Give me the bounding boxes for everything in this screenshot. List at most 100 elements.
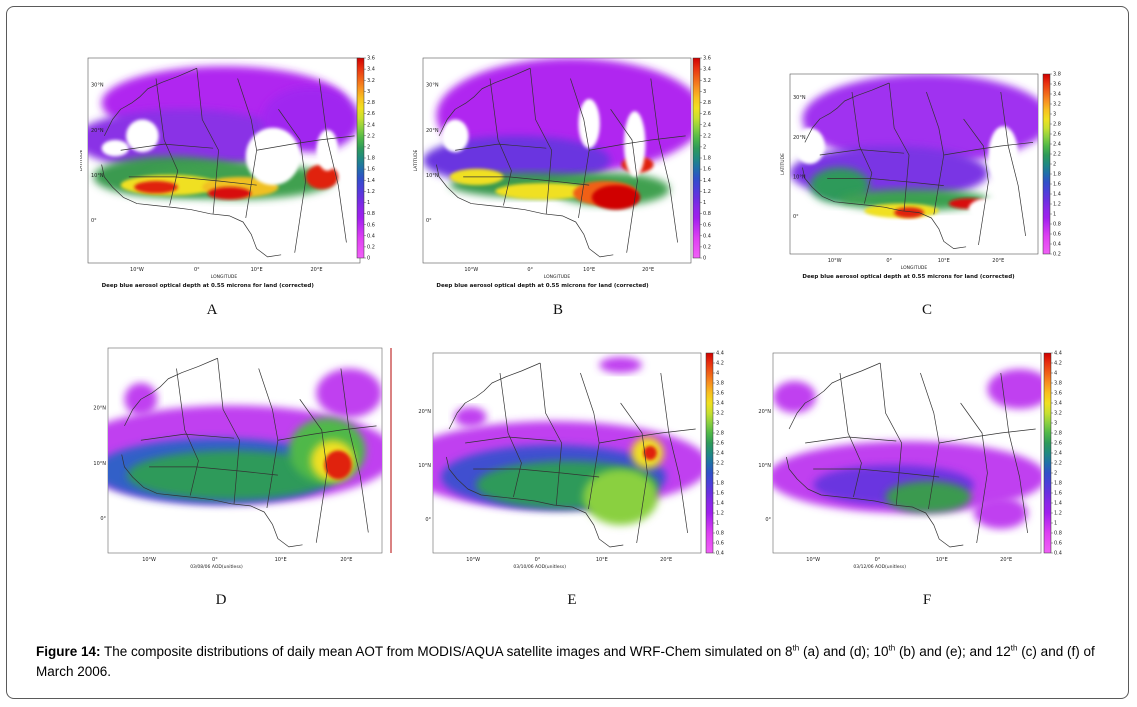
panel-f-colorbar-tick-label: 1 [1054, 521, 1057, 527]
panel-a-aod-region [126, 119, 159, 153]
panel-c-border-7 [1000, 91, 1026, 237]
panel-f-colorbar-tick-label: 2.6 [1054, 441, 1062, 447]
panel-a-coast-north [104, 67, 197, 137]
panel-f-lon-tick-label: 10°W [806, 557, 820, 563]
panel-f-border-4 [960, 402, 988, 544]
panel-f-border-5 [805, 436, 897, 444]
panel-a-lat-tick-label: 30°N [91, 83, 104, 89]
panel-a-map: 30°N 20°N 10°N 0° 10°W 0° 10°E 20°E LONGITUDE LAT… [80, 56, 375, 289]
panel-b-colorbar-tick-label: 0 [703, 256, 706, 262]
panel-a-lon-tick-label: 10°E [251, 267, 263, 273]
panel-f-aod-field [773, 362, 1041, 548]
panel-f-label: F [922, 592, 932, 608]
panel-f-border-1 [879, 362, 902, 506]
panel-f-borders [786, 362, 1036, 548]
caption-text-2: (a) and (d); 10 [799, 644, 889, 659]
panel-e-colorbar-tick-label: 1.4 [716, 501, 724, 507]
panel-a-colorbar-tick-label: 0.6 [367, 222, 375, 228]
panel-c-colorbar-tick-label: 3.4 [1053, 92, 1061, 98]
panel-f-colorbar-tick-label: 1.8 [1054, 481, 1062, 487]
panel-c-colorbar-tick-label: 0.2 [1053, 252, 1061, 258]
panel-e-border-5 [465, 436, 557, 444]
panel-b-colorbar-tick-label: 2.8 [703, 100, 711, 106]
caption-text-1: The composite distributions of daily mea… [100, 644, 793, 659]
panel-c-label: C [921, 302, 932, 318]
panel-f-colorbar-tick-label: 3 [1054, 421, 1057, 427]
panel-a-colorbar-tick-label: 2.8 [367, 100, 375, 106]
panel-e-colorbar-tick-label: 4.4 [716, 351, 724, 357]
panel-e-border-7 [660, 372, 688, 534]
panel-b-coast-north [438, 67, 531, 137]
panel-d-border-7 [340, 368, 369, 533]
panel-c-aod-region [894, 207, 924, 219]
panel-c-colorbar-tick-label: 2 [1053, 162, 1056, 168]
panel-f: 20°N 10°N 0° 10°W 0° 10°E 20°E 03/12/06 AOD(uni… [745, 345, 1065, 580]
panel-e-aod-region [599, 357, 643, 373]
panel-e-colorbar-tick-label: 3.6 [716, 391, 724, 397]
panel-f-footer: 03/12/06 AOD(unitless) [853, 564, 906, 570]
panel-b-borders [436, 67, 686, 258]
panel-c-lon-tick-label: 10°W [828, 258, 842, 264]
panel-c-border-1 [888, 82, 910, 211]
panel-c-lat-tick-label: 10°N [793, 174, 806, 180]
panel-c-borders [802, 82, 1034, 249]
panel-d-lon-tick-label: 10°E [275, 557, 287, 563]
panel-e-aod-region [583, 469, 659, 525]
panel-c-colorbar-tick-label: 3.2 [1053, 102, 1061, 108]
panel-b-aod-field [423, 58, 691, 258]
panel-f-border-0 [839, 372, 862, 498]
panel-a-colorbar-tick-label: 2.6 [367, 111, 375, 117]
panel-b-subtitle: Deep blue aerosol optical depth at 0.55 … [436, 283, 649, 289]
panel-a-borders [101, 67, 355, 258]
panel-d-border-0 [176, 368, 199, 496]
panel-d-border-6 [149, 466, 278, 476]
panel-c-border-2 [926, 91, 945, 215]
panel-c-colorbar-tick-label: 3 [1053, 112, 1056, 118]
panel-a-border-0 [155, 78, 179, 206]
panel-c-colorbar-tick-label: 0.4 [1053, 242, 1061, 248]
panel-e-lon-tick-label: 20°E [660, 557, 672, 563]
panel-d-border-5 [140, 433, 235, 441]
panel-d: 20°N 10°N 0° 10°W 0° 10°E 20°E 03/08/06 AOD(uni… [80, 345, 405, 580]
panel-e-colorbar-tick-label: 2.2 [716, 461, 724, 467]
panel-b-aod-region [624, 111, 646, 177]
panel-f-colorbar-tick-label: 0.4 [1054, 551, 1062, 557]
panel-c-subtitle: Deep blue aerosol optical depth at 0.55 … [802, 274, 1015, 280]
panel-f-coast-south [786, 456, 964, 548]
panel-d-aod-region [316, 368, 382, 418]
panel-e: 20°N 10°N 0° 10°W 0° 10°E 20°E 03/10/06 AOD(uni… [405, 345, 725, 580]
panel-a-colorbar-tick-label: 2 [367, 144, 370, 150]
panel-b-lon-tick-label: 20°E [642, 267, 654, 273]
panel-c-colorbar-tick-label: 1 [1053, 212, 1056, 218]
panel-b-colorbar-tick-label: 3.4 [703, 67, 711, 73]
panel-b-colorbar-tick-label: 2.4 [703, 122, 711, 128]
panel-e-aod-region [454, 407, 487, 427]
panel-c-aod-field [790, 74, 1038, 249]
panel-a-colorbar-tick-label: 1.2 [367, 189, 375, 195]
panel-a-colorbar-tick-label: 2.4 [367, 122, 375, 128]
panel-a-lat-tick-label: 0° [91, 218, 97, 224]
panel-e-borders [446, 362, 696, 548]
panel-a-aod-region [101, 140, 129, 157]
panel-a-label: A [206, 302, 218, 318]
panel-d-lat-tick-label: 10°N [93, 461, 106, 467]
panel-b-colorbar-tick-label: 2.6 [703, 111, 711, 117]
panel-b-border-2 [570, 78, 590, 218]
panel-f-lon-tick-label: 0° [875, 557, 881, 563]
panel-a-lat-tick-label: 10°N [91, 173, 104, 179]
panel-b-colorbar-tick-label: 2.2 [703, 133, 711, 139]
panel-c-coast-south [802, 167, 967, 249]
panel-b-aod-region [591, 185, 641, 210]
panel-f-lat-tick-label: 20°N [758, 409, 771, 415]
panel-b-y-axis-label: LATITUDE [413, 149, 419, 171]
panel-f-colorbar-tick-label: 0.6 [1054, 541, 1062, 547]
panel-e-colorbar-tick-label: 3.2 [716, 411, 724, 417]
panel-b-colorbar-tick-label: 3.6 [703, 56, 711, 62]
panel-a-aod-region [134, 181, 178, 194]
panel-f-aod-region [773, 381, 816, 413]
panel-b-colorbar-tick-label: 0.6 [703, 222, 711, 228]
panel-e-border-4 [620, 402, 648, 544]
panel-c-colorbar-tick-label: 1.2 [1053, 202, 1061, 208]
panel-c-lat-tick-label: 20°N [793, 135, 806, 141]
panel-d-lon-tick-label: 10°W [142, 557, 156, 563]
